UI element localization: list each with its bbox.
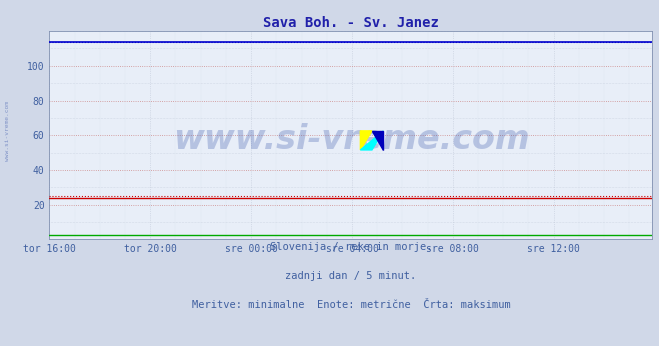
Text: www.si-vreme.com: www.si-vreme.com bbox=[173, 123, 529, 156]
Text: Slovenija / reke in morje.: Slovenija / reke in morje. bbox=[270, 243, 432, 253]
Polygon shape bbox=[360, 131, 384, 150]
Polygon shape bbox=[372, 131, 384, 150]
Title: Sava Boh. - Sv. Janez: Sava Boh. - Sv. Janez bbox=[263, 16, 439, 30]
Text: www.si-vreme.com: www.si-vreme.com bbox=[5, 101, 11, 162]
Text: zadnji dan / 5 minut.: zadnji dan / 5 minut. bbox=[285, 271, 416, 281]
Text: Meritve: minimalne  Enote: metrične  Črta: maksimum: Meritve: minimalne Enote: metrične Črta:… bbox=[192, 300, 510, 310]
Polygon shape bbox=[360, 131, 372, 150]
